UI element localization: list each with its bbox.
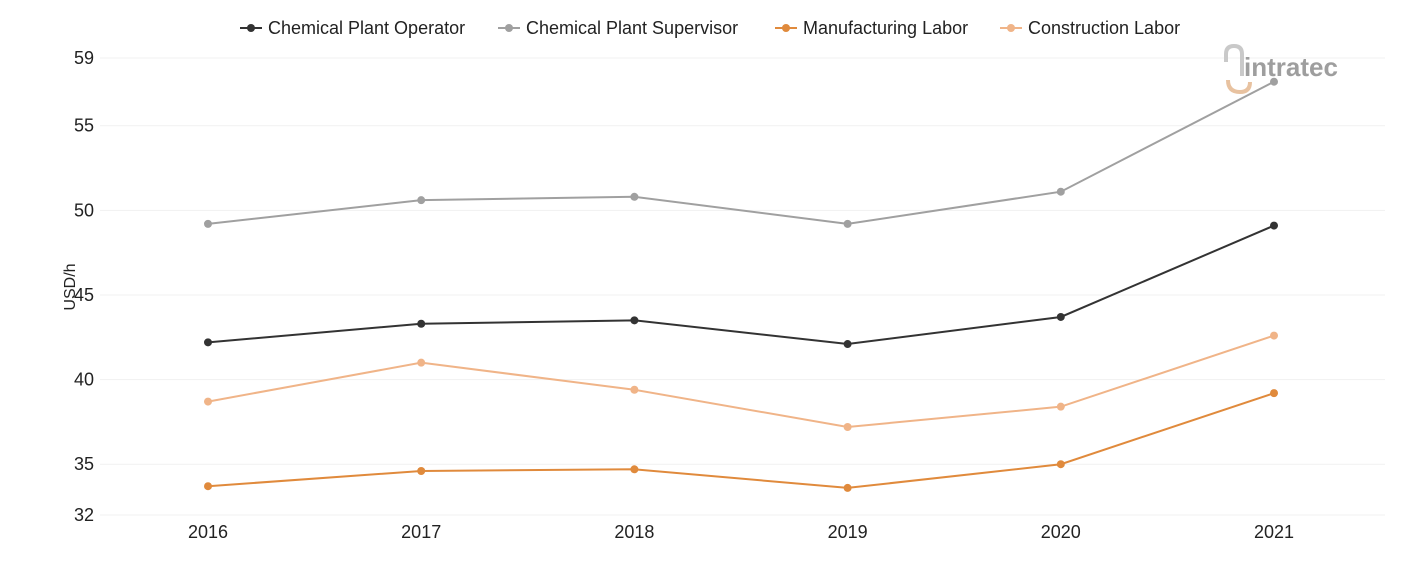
data-point[interactable] (843, 422, 852, 431)
data-point[interactable] (1270, 331, 1278, 340)
legend-swatch-marker (1007, 24, 1015, 32)
logo-text: intratec (1244, 52, 1338, 82)
y-tick-label: 50 (74, 200, 94, 220)
data-point[interactable] (1056, 312, 1065, 321)
data-point[interactable] (1056, 460, 1065, 469)
data-point[interactable] (843, 340, 852, 349)
y-tick-label: 40 (74, 370, 94, 390)
data-point[interactable] (417, 466, 426, 475)
data-point[interactable] (843, 219, 852, 228)
data-point[interactable] (1270, 77, 1278, 86)
grid-lines (100, 57, 1385, 516)
y-tick-label: 55 (74, 116, 94, 136)
data-point[interactable] (204, 397, 212, 406)
data-point[interactable] (204, 219, 212, 228)
data-point[interactable] (1270, 389, 1278, 398)
data-point[interactable] (1056, 187, 1065, 196)
data-point[interactable] (417, 319, 426, 328)
data-point[interactable] (630, 316, 639, 325)
data-point[interactable] (204, 482, 212, 491)
legend-label: Construction Labor (1028, 18, 1180, 38)
data-point[interactable] (630, 385, 639, 394)
logo-arch-icon (1224, 43, 1244, 76)
legend-swatch-marker (505, 24, 513, 32)
series-line (207, 334, 1275, 428)
legend: Chemical Plant Operator Chemical Plant Su… (240, 18, 1180, 38)
series-line (207, 80, 1275, 225)
logo-hook-icon (1226, 79, 1252, 95)
series-0 (204, 221, 1278, 349)
legend-item[interactable]: Chemical Plant Supervisor (498, 18, 738, 38)
series-1 (204, 77, 1278, 228)
x-tick-label: 2018 (614, 522, 654, 542)
data-point[interactable] (630, 465, 639, 474)
y-tick-label: 59 (74, 48, 94, 68)
data-point[interactable] (1270, 221, 1278, 230)
legend-item[interactable]: Manufacturing Labor (775, 18, 968, 38)
data-point[interactable] (843, 483, 852, 492)
series-line (207, 392, 1275, 489)
y-tick-label: 35 (74, 454, 94, 474)
x-axis-ticks: 2016 2017 2018 2019 2020 2021 (188, 522, 1294, 542)
legend-label: Manufacturing Labor (803, 18, 968, 38)
x-tick-label: 2020 (1041, 522, 1081, 542)
x-tick-label: 2021 (1254, 522, 1294, 542)
series-3 (204, 331, 1278, 431)
legend-label: Chemical Plant Operator (268, 18, 465, 38)
legend-item[interactable]: Chemical Plant Operator (240, 18, 465, 38)
data-point[interactable] (1056, 402, 1065, 411)
series-2 (204, 389, 1278, 492)
x-tick-label: 2017 (401, 522, 441, 542)
data-point[interactable] (417, 358, 426, 367)
legend-label: Chemical Plant Supervisor (526, 18, 738, 38)
y-axis-ticks: 32 35 40 45 50 55 59 (74, 48, 94, 525)
x-tick-label: 2016 (188, 522, 228, 542)
x-tick-label: 2019 (828, 522, 868, 542)
series-line (207, 224, 1275, 346)
y-tick-label: 32 (74, 505, 94, 525)
data-point[interactable] (630, 192, 639, 201)
legend-swatch-marker (782, 24, 790, 32)
legend-swatch-marker (247, 24, 255, 32)
data-point[interactable] (417, 196, 426, 205)
y-axis-label: USD/h (62, 263, 79, 310)
intratec-logo: intratec (1224, 43, 1338, 95)
legend-item[interactable]: Construction Labor (1000, 18, 1180, 38)
series-group (204, 77, 1278, 492)
y-tick-label: 45 (74, 285, 94, 305)
data-point[interactable] (204, 338, 212, 347)
